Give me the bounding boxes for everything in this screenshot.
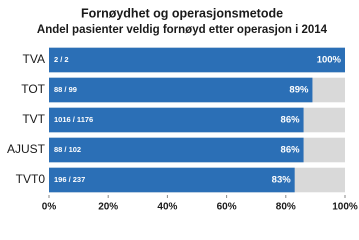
- x-tick-label: 60%: [217, 202, 237, 213]
- count-label: 88 / 102: [54, 145, 81, 154]
- value-label: 86%: [281, 145, 301, 156]
- x-tick-label: 0%: [42, 202, 57, 213]
- chart: Fornøydhet og operasjonsmetode Andel pas…: [7, 6, 358, 213]
- x-tick-label: 80%: [276, 202, 296, 213]
- y-tick-label: TOT: [21, 82, 45, 96]
- value-label: 100%: [317, 55, 342, 66]
- y-tick-label: TVT0: [16, 172, 46, 186]
- y-tick-label: TVT: [22, 112, 45, 126]
- count-label: 88 / 99: [54, 85, 77, 94]
- value-label: 86%: [281, 115, 301, 126]
- y-tick-label: TVA: [23, 52, 45, 66]
- count-label: 196 / 237: [54, 175, 85, 184]
- count-label: 1016 / 1176: [54, 115, 93, 124]
- y-tick-label: AJUST: [7, 142, 46, 156]
- x-tick-label: 100%: [332, 202, 358, 213]
- x-tick-label: 20%: [98, 202, 118, 213]
- bar: [49, 107, 304, 133]
- value-label: 83%: [272, 175, 292, 186]
- bar: [49, 167, 295, 193]
- x-tick-label: 40%: [157, 202, 177, 213]
- bar: [49, 47, 345, 73]
- bar: [49, 77, 313, 103]
- chart-subtitle: Andel pasienter veldig fornøyd etter ope…: [37, 24, 328, 36]
- count-label: 2 / 2: [54, 55, 69, 64]
- chart-title: Fornøydhet og operasjonsmetode: [81, 6, 283, 20]
- value-label: 89%: [289, 85, 309, 96]
- bar: [49, 137, 304, 163]
